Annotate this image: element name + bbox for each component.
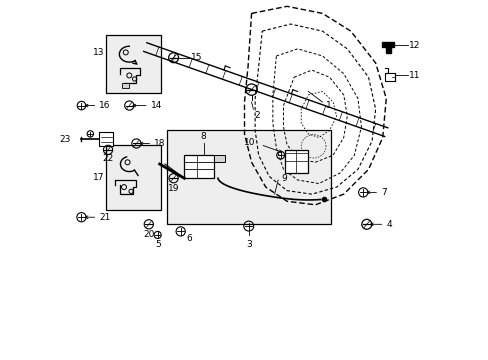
Polygon shape [384,73,394,81]
Text: 11: 11 [408,71,420,80]
Polygon shape [99,132,113,145]
Text: 10: 10 [243,138,255,147]
Text: 17: 17 [93,173,104,182]
Bar [166,130,331,224]
Bar [285,150,307,173]
Text: 8: 8 [201,132,206,141]
Text: 18: 18 [154,139,165,148]
Text: 7: 7 [380,188,386,197]
Text: 9: 9 [281,174,287,183]
Text: 23: 23 [60,135,71,144]
Bar [184,155,214,178]
Text: 12: 12 [408,41,420,50]
Text: 4: 4 [386,220,391,229]
Text: 1: 1 [325,101,331,110]
Text: 6: 6 [185,234,191,243]
Bar [106,145,161,210]
Text: 19: 19 [167,184,179,193]
Bar [106,35,161,93]
Text: 14: 14 [150,101,162,110]
Text: 20: 20 [143,230,154,239]
Text: 5: 5 [155,239,160,248]
Text: 22: 22 [102,154,113,163]
Polygon shape [381,42,394,47]
Text: 13: 13 [93,48,104,57]
Polygon shape [122,82,129,88]
Text: 15: 15 [191,53,203,62]
Polygon shape [385,47,390,53]
Text: 3: 3 [245,239,251,248]
Text: 21: 21 [99,213,110,222]
Text: 2: 2 [254,111,259,120]
Text: 16: 16 [99,101,110,110]
Polygon shape [214,155,224,162]
